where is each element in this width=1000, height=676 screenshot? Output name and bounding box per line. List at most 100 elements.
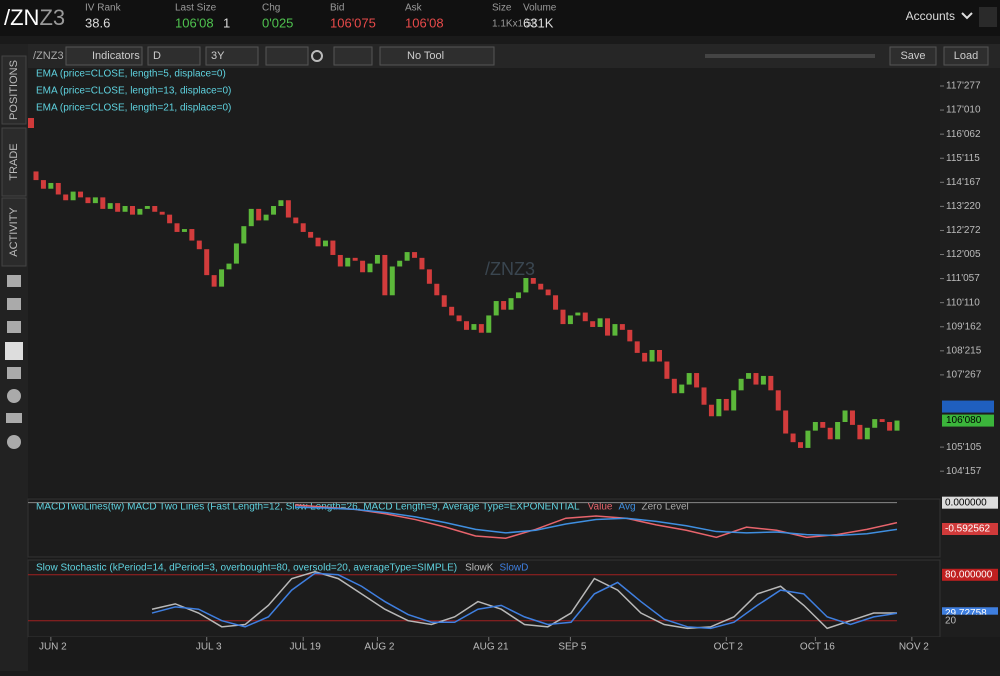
save-label[interactable]: Save — [900, 50, 925, 62]
stat-label: Volume — [523, 3, 557, 14]
candle — [345, 257, 351, 267]
candle — [679, 384, 685, 394]
candle — [167, 214, 173, 224]
menu[interactable] — [979, 7, 997, 27]
symbol-root[interactable]: /ZN — [4, 5, 39, 30]
candle — [538, 283, 544, 290]
candle — [285, 200, 291, 218]
candle — [115, 203, 121, 212]
y-tick-label: 29.72758 — [945, 608, 987, 619]
icon[interactable] — [7, 321, 21, 333]
tab-label[interactable]: TRADE — [8, 143, 20, 180]
candle — [293, 217, 299, 224]
candle — [382, 254, 388, 296]
candle — [181, 229, 187, 232]
candle — [233, 243, 239, 264]
symbol[interactable]: /ZNZ3 — [4, 5, 65, 30]
icon[interactable] — [6, 413, 22, 423]
indicators-button[interactable] — [65, 46, 143, 66]
scroll-bar[interactable] — [705, 54, 875, 58]
stat-value: 38.6 — [85, 15, 110, 30]
y-tick-label: 108'215 — [946, 345, 982, 356]
tab-label[interactable]: POSITIONS — [8, 60, 20, 120]
price-axis — [940, 68, 1000, 637]
icon[interactable] — [7, 275, 21, 287]
legend-entry: SlowD — [499, 563, 528, 574]
accounts-arrow[interactable] — [961, 12, 973, 20]
candle — [486, 315, 492, 333]
settings[interactable] — [311, 50, 323, 62]
tab[interactable] — [1, 55, 27, 125]
x-tick-label: OCT 16 — [800, 642, 835, 653]
candle — [634, 341, 640, 353]
candle — [768, 375, 774, 391]
icon[interactable] — [7, 435, 21, 449]
y-tick-label: 112'005 — [946, 249, 981, 260]
candle — [649, 350, 655, 362]
load-label[interactable]: Load — [954, 50, 978, 62]
offscreen-candle — [28, 118, 34, 128]
candle — [63, 194, 69, 201]
style-select[interactable] — [265, 46, 309, 66]
candle — [619, 324, 625, 330]
last-price-label: 106'080 — [946, 415, 982, 426]
toolbar-symbol[interactable]: /ZNZ3 — [33, 50, 64, 62]
time-axis — [28, 637, 1000, 657]
y-tick-label: 114'167 — [946, 177, 981, 188]
candle — [48, 182, 54, 189]
candle — [211, 275, 217, 287]
candle — [605, 318, 611, 336]
candle — [55, 182, 61, 195]
candle — [107, 203, 113, 209]
x-tick-label: SEP 5 — [558, 642, 587, 653]
candle — [271, 206, 277, 215]
candle — [129, 206, 135, 215]
tool-label[interactable]: No Tool — [407, 50, 444, 62]
candle — [434, 283, 440, 296]
range-label[interactable]: 3Y — [211, 50, 225, 62]
tool-select[interactable] — [379, 46, 495, 66]
candle — [315, 237, 321, 247]
candle — [731, 390, 737, 411]
candle — [857, 424, 863, 440]
legend-entry: Value — [588, 502, 613, 513]
load-button[interactable] — [943, 46, 989, 66]
candle — [337, 254, 343, 267]
accounts[interactable]: Accounts — [906, 9, 955, 23]
stat-label: Ask — [405, 3, 423, 14]
x-tick-label: JUL 19 — [290, 642, 322, 653]
aggregation-select[interactable] — [147, 46, 201, 66]
drawings-select[interactable] — [333, 46, 373, 66]
tab[interactable] — [1, 127, 27, 197]
symbol-month[interactable]: Z3 — [39, 5, 65, 30]
aggregation-label[interactable]: D — [153, 50, 161, 62]
y-tick-label: 0.000000 — [945, 497, 987, 508]
icon[interactable] — [7, 367, 21, 379]
icon-active[interactable] — [5, 342, 23, 360]
stat-label: Size — [492, 3, 512, 14]
candle — [226, 263, 232, 270]
stoch-panel — [27, 559, 941, 638]
macd-panel — [27, 498, 941, 558]
stat-label: Bid — [330, 3, 344, 14]
candle — [627, 329, 633, 342]
range-select[interactable] — [205, 46, 259, 66]
series-line — [151, 572, 898, 630]
save-button[interactable] — [889, 46, 937, 66]
panel-title: Slow Stochastic (kPeriod=14, dPeriod=3, … — [36, 563, 457, 574]
icon[interactable] — [7, 389, 21, 403]
y-tick-label: 107'267 — [946, 370, 982, 381]
tab[interactable] — [1, 197, 27, 267]
candle — [404, 252, 410, 261]
candle — [85, 197, 91, 204]
icon[interactable] — [7, 298, 21, 310]
candle — [159, 211, 165, 215]
x-tick-label: AUG 2 — [364, 642, 394, 653]
candle — [300, 223, 306, 232]
candle — [701, 387, 707, 405]
candle — [100, 197, 106, 209]
tab-label[interactable]: ACTIVITY — [8, 207, 20, 257]
indicators-label[interactable]: Indicators — [92, 50, 140, 62]
candle — [189, 229, 195, 241]
axis-box — [942, 568, 998, 581]
